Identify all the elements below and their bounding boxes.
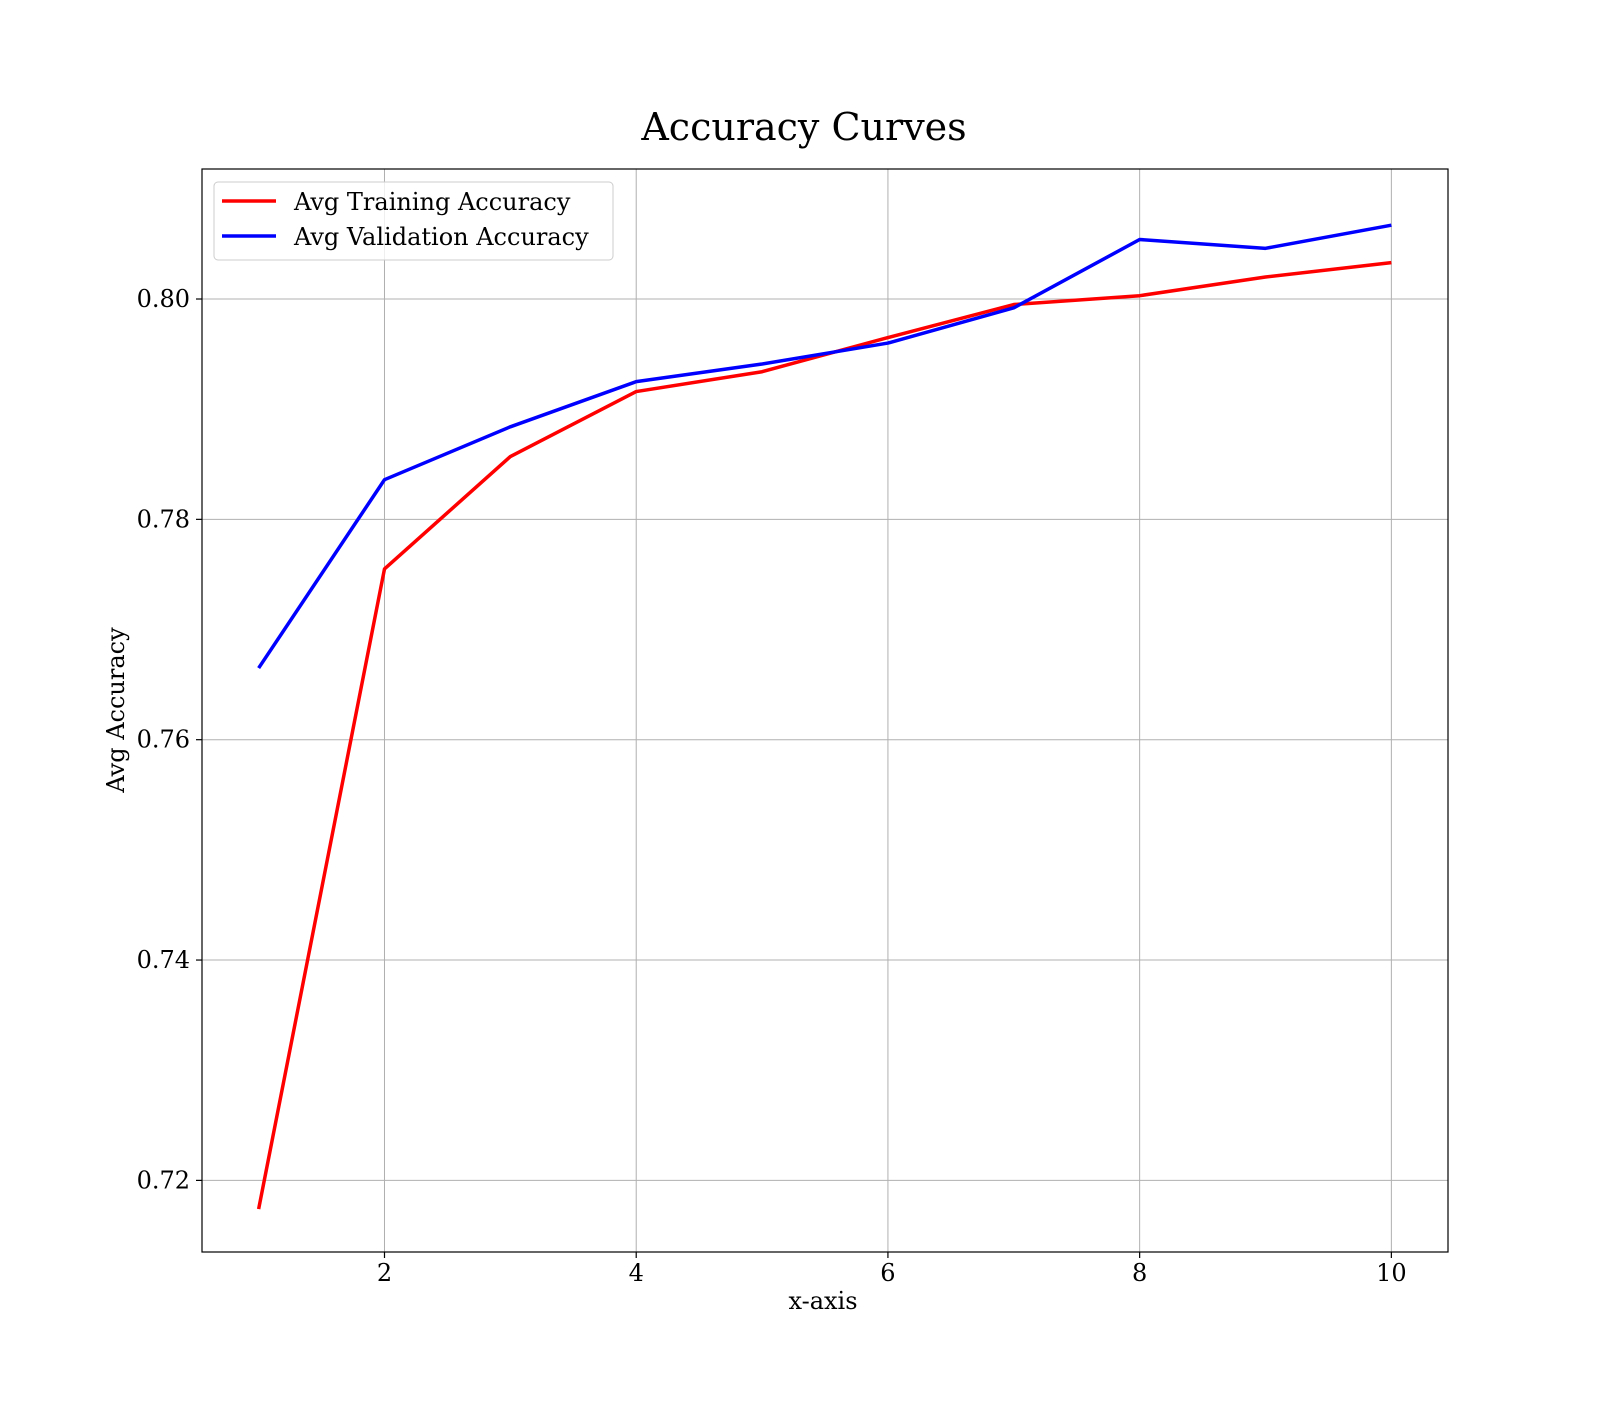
legend-label-training: Avg Training Accuracy (293, 188, 571, 216)
y-axis-label: Avg Accuracy (102, 627, 130, 794)
x-axis-label: x-axis (788, 1287, 857, 1315)
plot-frame (201, 168, 1449, 1253)
grid-lines (202, 169, 1448, 1252)
series-lines (256, 223, 1392, 1210)
legend: Avg Training Accuracy Avg Validation Acc… (213, 181, 614, 261)
x-tick-label: 2 (377, 1259, 392, 1287)
y-tick-label: 0.78 (137, 505, 190, 533)
x-tick-label: 8 (1132, 1259, 1147, 1287)
legend-box (213, 181, 614, 261)
legend-label-validation: Avg Validation Accuracy (293, 223, 589, 251)
chart-title: Accuracy Curves (640, 105, 966, 149)
axis-ticks: 2 4 6 8 10 0.72 0.74 0.76 0.78 0.80 (137, 285, 1407, 1287)
x-tick-label: 10 (1376, 1259, 1407, 1287)
series-line-validation (257, 223, 1392, 670)
y-tick-label: 0.72 (137, 1166, 190, 1194)
x-tick-label: 4 (629, 1259, 644, 1287)
y-tick-label: 0.80 (137, 285, 190, 313)
y-tick-label: 0.76 (137, 726, 190, 754)
y-tick-label: 0.74 (137, 946, 190, 974)
x-tick-label: 6 (880, 1259, 895, 1287)
